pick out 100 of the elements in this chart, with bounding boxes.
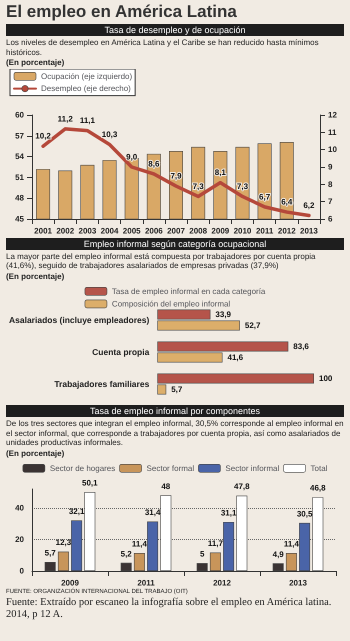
data-label: 10,3 [102,129,118,138]
data-label: 11,1 [80,116,96,125]
bar [71,520,82,571]
data-label: 7,3 [192,181,204,190]
data-label: 6,7 [259,192,271,201]
text: La mayor parte del empleo informal está compuesta por trabajadores por cuenta propia (41,6%), seguido de trabajadores asalariados de empresas privadas (37,9%) [6,252,317,270]
x-tick-label: 2006 [144,226,164,235]
data-label: 47,8 [234,482,250,492]
data-label: 10,2 [35,131,52,140]
data-label: 5,7 [171,385,183,394]
data-label: 8,6 [148,158,160,168]
data-label: 5,7 [44,548,56,558]
x-tick-label: 2009 [211,226,230,235]
x-tick-label: 2002 [56,226,75,235]
data-label: 31,1 [220,508,237,518]
bar [286,553,297,571]
data-label: 7,9 [170,171,182,180]
chart-title: El empleo en América Latina [6,2,238,22]
data-label: 12,3 [56,538,72,548]
x-tick-label: 2013 [289,578,308,588]
y2-tick-label: 10 [328,144,338,154]
y-tick-label: Trabajadores familiares [54,379,150,389]
data-label: 7,3 [236,181,249,190]
x-tick-label: 2011 [137,578,156,588]
data-label: 41,6 [227,353,244,362]
data-label: 52,7 [244,321,262,330]
source-note: Fuente: Extraído por escaneo la infografía sobre el empleo en América latina. 2014, p 12 A. [6,597,332,621]
data-label: 5,2 [120,549,132,558]
y-tick-label: 48 [15,193,25,202]
data-label: 8,1 [214,168,226,177]
data-label: 6,2 [303,200,316,210]
x-tick-label: 2009 [61,578,80,588]
y-tick-label: 60 [15,110,25,119]
y-tick-label: Cuenta propia [92,347,150,357]
bar [299,522,310,571]
legend-label: Sector formal [146,464,194,473]
y2-tick-label: 11 [328,127,338,136]
x-tick-label: 2001 [34,226,53,235]
data-label: 83,6 [293,342,310,351]
data-label: 32,1 [68,506,85,516]
bar [312,497,324,571]
y2-tick-label: 7 [328,196,333,206]
data-label: 5 [200,550,205,559]
x-tick-label: 2003 [78,226,97,235]
y-tick-label: 57 [15,130,25,140]
y-tick-label: 0 [20,566,25,576]
bar [134,553,145,571]
legend-label: Total [310,464,328,473]
legend-label: Tasa de empleo informal en cada categoría [112,286,266,296]
data-label: 33,9 [215,310,232,319]
legend-label: Sector informal [225,464,280,473]
text: De los tres sectores que integran el empleo informal, 30,5% corresponde al empleo informal en el sector informal, que corresponde a trabajadores por cuenta propia, así como asalariados de unidades productivas informales. [6,419,344,448]
data-label: 46,8 [310,484,326,493]
x-tick-label: 2010 [234,226,252,235]
x-tick-label: 2008 [189,226,208,235]
data-label: 30,5 [296,509,313,518]
y-tick-label: 40 [15,503,25,512]
text: (En porcentaje) [6,272,66,281]
chart-subtitle: Tasa de desempleo y de ocupación [6,24,344,36]
text: (En porcentaje) [6,448,66,458]
y-tick-label: 51 [15,172,25,182]
data-label: 50,1 [82,478,98,488]
chart-title: Tasa de empleo informal por componentes [6,405,344,417]
y2-tick-label: 9 [328,162,333,171]
chart-title: Empleo informal según categoría ocupacional [6,238,344,250]
x-tick-label: 2004 [100,226,119,235]
text: Los niveles de desempleo en América Latina y el Caribe se han reducido hasta mínimos históricos. [6,38,320,57]
bar [84,492,96,571]
bar [147,521,158,571]
x-tick-label: 2007 [167,226,186,235]
legend-label: Desempleo (eje derecho) [41,84,132,93]
bar [210,552,221,571]
x-tick-label: 2011 [256,226,274,235]
data-label: 11,4 [132,540,148,549]
data-label: 48 [161,482,171,491]
y-tick-label: 20 [15,534,25,544]
x-tick-label: 2005 [122,226,142,235]
legend-label: Sector de hogares [50,464,116,473]
y-tick-label: 54 [15,152,25,161]
data-label: 11,4 [284,540,300,549]
bar [58,552,69,571]
y-tick-label: Asalariados (incluye empleadores) [8,315,150,325]
x-tick-label: 2012 [213,578,232,588]
text: (En porcentaje) [6,58,66,68]
data-label: 31,4 [144,508,161,517]
y-tick-label: 45 [15,214,25,223]
bar [160,495,172,571]
bar [223,522,234,571]
bar [236,496,248,571]
data-label: 4,9 [272,550,284,559]
data-label: 11,2 [58,114,74,123]
y2-tick-label: 6 [328,214,333,223]
data-label: 6,4 [281,197,293,206]
y2-tick-label: 12 [328,110,338,119]
data-label: 100 [319,374,333,383]
x-tick-label: 2013 [300,226,318,235]
legend-label: Ocupación (eje izquierdo) [41,71,132,80]
x-tick-label: 2012 [278,226,296,235]
y2-tick-label: 8 [328,179,333,188]
legend-label: Composición del empleo informal [112,299,230,308]
